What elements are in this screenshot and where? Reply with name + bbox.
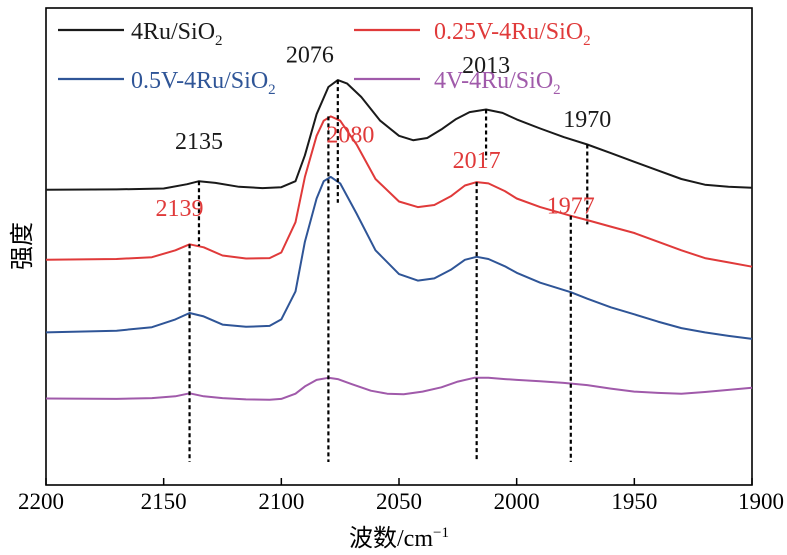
x-tick-label-2150: 2150 — [141, 489, 187, 514]
legend-label-subscript: 2 — [268, 82, 276, 98]
x-tick-label-1900: 1900 — [738, 489, 784, 514]
series-line-0-25v-4ru-sio2 — [45, 115, 753, 268]
peak-label-1970: 1970 — [563, 107, 611, 133]
legend-label-subscript: 2 — [215, 33, 223, 49]
x-axis-label: 波数/cm−1 — [349, 525, 449, 552]
peak-label-1977: 1977 — [547, 194, 595, 220]
legend-label-4v-4ru-sio2: 4V-4Ru/SiO2 — [434, 68, 561, 98]
legend-label-subscript: 2 — [583, 33, 591, 49]
legend: 4Ru/SiO2 0.25V-4Ru/SiO2 0.5V-4Ru/SiO2 4V-4R… — [58, 19, 591, 98]
x-axis-label-superscript: −1 — [433, 525, 449, 541]
x-tick-label-2050: 2050 — [376, 489, 422, 514]
peak-label-2139: 2139 — [156, 196, 204, 222]
series-line-0-5v-4ru-sio2 — [45, 175, 753, 340]
legend-label-0-5v-4ru-sio2: 0.5V-4Ru/SiO2 — [131, 68, 276, 98]
x-tick-label-2100: 2100 — [258, 489, 304, 514]
peak-label-2076: 2076 — [286, 42, 334, 68]
annotation-layer: 2135 2076 2013 1970 2139 2080 2017 1977 — [156, 42, 611, 462]
legend-label-4ru-sio2: 4Ru/SiO2 — [131, 19, 223, 49]
x-tick-label-2000: 2000 — [494, 489, 540, 514]
peak-label-2080: 2080 — [326, 122, 374, 148]
series-layer — [45, 79, 753, 401]
peak-label-2135: 2135 — [175, 129, 223, 155]
y-axis-label: 强度 — [9, 222, 36, 270]
legend-label-subscript: 2 — [553, 82, 561, 98]
legend-label-0-25v-4ru-sio2: 0.25V-4Ru/SiO2 — [434, 19, 591, 49]
peak-label-2017: 2017 — [453, 148, 501, 174]
x-axis-ticks: 2200 2150 2100 2050 2000 1950 1900 — [18, 478, 784, 514]
peak-label-2013: 2013 — [462, 53, 510, 79]
series-line-4v-4ru-sio2 — [45, 376, 753, 401]
series-line-4ru-sio2 — [45, 79, 753, 191]
x-tick-label-1950: 1950 — [611, 489, 657, 514]
x-tick-label-2200: 2200 — [18, 489, 64, 514]
